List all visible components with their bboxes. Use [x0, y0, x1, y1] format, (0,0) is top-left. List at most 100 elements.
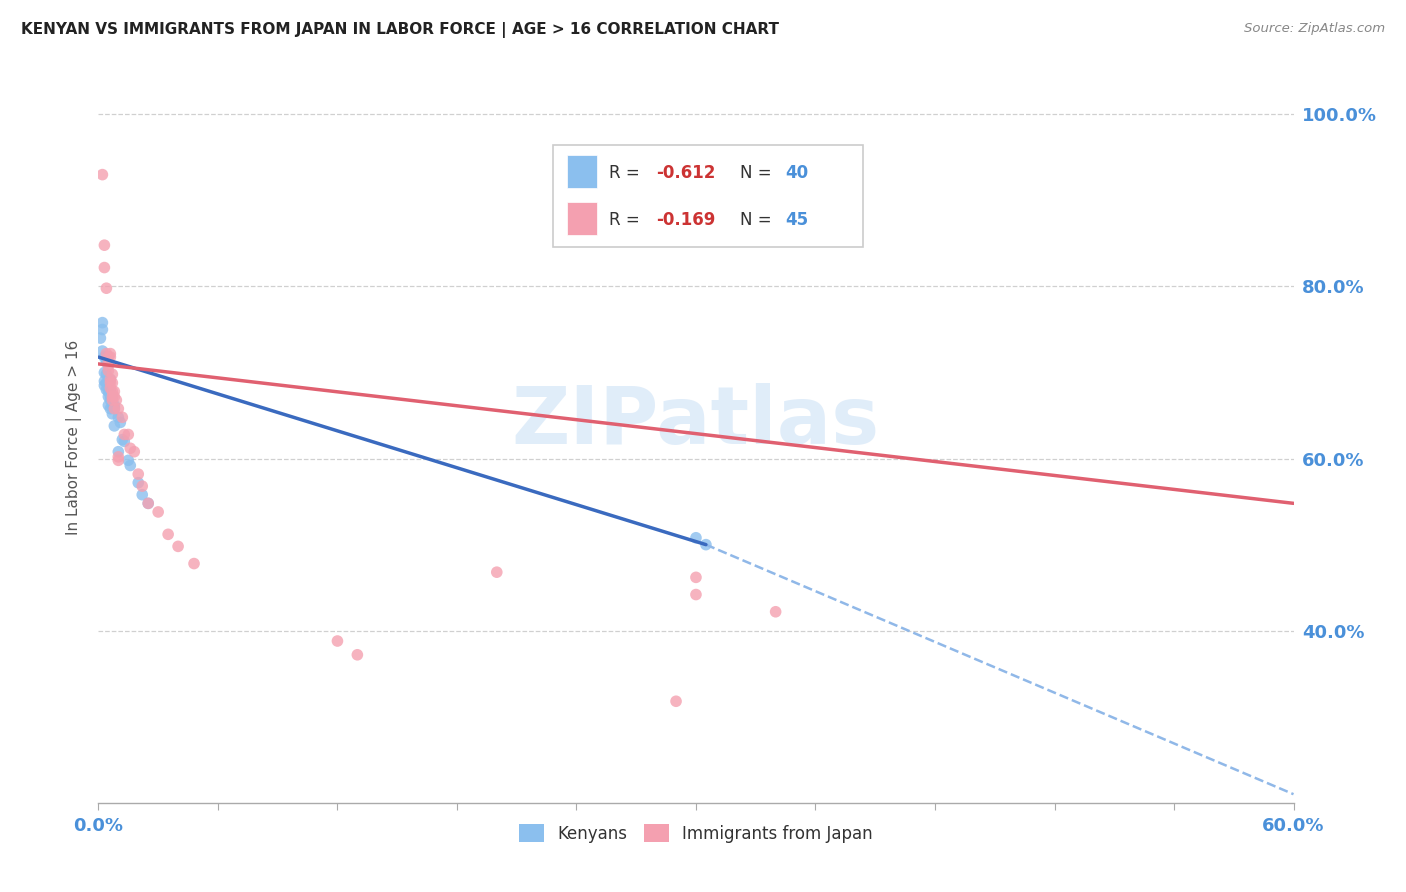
- Point: [105, 393, 128, 408]
- Point: [103, 401, 125, 416]
- Point: [97, 350, 120, 364]
- Point: [101, 390, 124, 404]
- Point: [765, 605, 787, 619]
- Point: [127, 467, 149, 481]
- Point: [485, 565, 508, 579]
- Point: [96, 383, 118, 397]
- Point: [96, 368, 118, 382]
- Point: [107, 453, 129, 467]
- Point: [103, 401, 125, 416]
- Point: [110, 416, 132, 430]
- Point: [131, 479, 153, 493]
- Point: [101, 407, 124, 421]
- Point: [98, 372, 122, 386]
- Point: [136, 496, 159, 510]
- Text: ZIPatlas: ZIPatlas: [512, 384, 880, 461]
- Point: [98, 381, 122, 395]
- Point: [101, 390, 124, 404]
- Point: [89, 331, 111, 345]
- Point: [183, 557, 205, 571]
- Point: [103, 390, 125, 404]
- Text: R =: R =: [609, 164, 645, 182]
- Point: [103, 398, 125, 412]
- Point: [101, 393, 124, 408]
- Point: [346, 648, 368, 662]
- Point: [665, 694, 688, 708]
- Text: Source: ZipAtlas.com: Source: ZipAtlas.com: [1244, 22, 1385, 36]
- Point: [97, 398, 120, 412]
- Text: 40: 40: [786, 164, 808, 182]
- Point: [148, 505, 170, 519]
- Point: [111, 433, 134, 447]
- Point: [96, 376, 118, 390]
- Bar: [567, 155, 596, 188]
- Y-axis label: In Labor Force | Age > 16: In Labor Force | Age > 16: [66, 340, 83, 534]
- Point: [96, 281, 118, 295]
- Point: [98, 346, 122, 360]
- Point: [91, 344, 114, 359]
- Point: [120, 458, 142, 473]
- Point: [111, 410, 134, 425]
- Point: [93, 378, 115, 392]
- FancyBboxPatch shape: [553, 145, 863, 247]
- Point: [124, 444, 146, 458]
- Point: [98, 393, 122, 408]
- Point: [93, 260, 115, 275]
- Point: [127, 475, 149, 490]
- Point: [93, 374, 115, 388]
- Point: [97, 376, 120, 390]
- Point: [98, 390, 122, 404]
- Text: -0.169: -0.169: [657, 211, 716, 229]
- Point: [97, 364, 120, 378]
- Point: [97, 390, 120, 404]
- Text: N =: N =: [740, 164, 778, 182]
- Legend: Kenyans, Immigrants from Japan: Kenyans, Immigrants from Japan: [512, 818, 880, 849]
- Point: [695, 538, 717, 552]
- Point: [91, 168, 114, 182]
- Point: [101, 384, 124, 399]
- Text: 45: 45: [786, 211, 808, 229]
- Point: [101, 376, 124, 390]
- Point: [96, 355, 118, 369]
- Point: [107, 401, 129, 416]
- Point: [117, 453, 139, 467]
- Point: [326, 634, 349, 648]
- Point: [685, 588, 707, 602]
- Point: [112, 434, 135, 449]
- Point: [167, 540, 190, 554]
- Point: [93, 366, 115, 380]
- Bar: [567, 202, 596, 235]
- Point: [98, 384, 122, 399]
- Point: [107, 410, 129, 425]
- Point: [157, 527, 180, 541]
- Point: [98, 376, 122, 390]
- Point: [91, 322, 114, 336]
- Text: N =: N =: [740, 211, 778, 229]
- Point: [91, 316, 114, 330]
- Point: [98, 401, 122, 416]
- Text: -0.612: -0.612: [657, 164, 716, 182]
- Point: [117, 427, 139, 442]
- Point: [103, 384, 125, 399]
- Point: [98, 350, 122, 364]
- Point: [96, 346, 118, 360]
- Point: [103, 418, 125, 433]
- Point: [107, 450, 129, 464]
- Point: [136, 496, 159, 510]
- Point: [685, 531, 707, 545]
- Point: [112, 427, 135, 442]
- Point: [97, 359, 120, 373]
- Point: [97, 355, 120, 369]
- Point: [101, 368, 124, 382]
- Point: [93, 238, 115, 252]
- Point: [685, 570, 707, 584]
- Point: [120, 442, 142, 456]
- Text: R =: R =: [609, 211, 645, 229]
- Point: [97, 381, 120, 395]
- Point: [107, 444, 129, 458]
- Text: KENYAN VS IMMIGRANTS FROM JAPAN IN LABOR FORCE | AGE > 16 CORRELATION CHART: KENYAN VS IMMIGRANTS FROM JAPAN IN LABOR…: [21, 22, 779, 38]
- Point: [101, 398, 124, 412]
- Point: [98, 372, 122, 386]
- Point: [131, 488, 153, 502]
- Point: [97, 384, 120, 399]
